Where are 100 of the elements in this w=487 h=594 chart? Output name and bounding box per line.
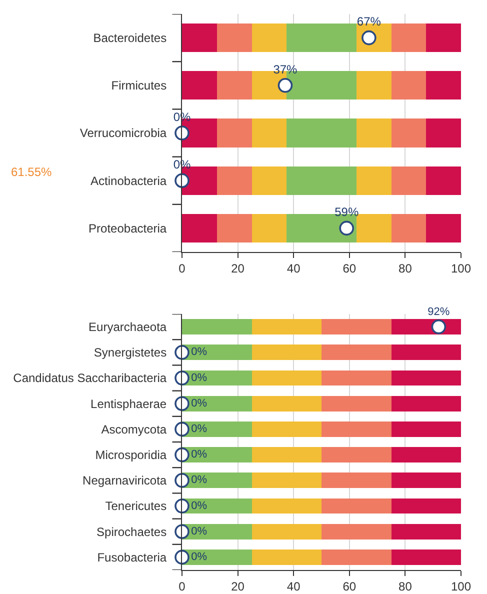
- bar: [322, 550, 392, 565]
- bar: [216, 166, 252, 195]
- bar: [252, 550, 322, 565]
- bar: [391, 447, 461, 462]
- bar: [252, 447, 322, 462]
- x-tick-label: 100: [450, 261, 472, 276]
- bar: [252, 370, 322, 386]
- bar: [252, 24, 287, 52]
- bar: [182, 319, 252, 334]
- bar: [252, 319, 322, 334]
- bar: [252, 396, 322, 412]
- bar: [391, 71, 426, 100]
- y-tick-label: Proteobacteria: [88, 221, 167, 236]
- point: [278, 78, 293, 93]
- bar: [391, 422, 461, 437]
- bar: [356, 118, 392, 148]
- x-tick-label: 60: [342, 261, 356, 276]
- bar: [426, 214, 461, 242]
- data-label: 0%: [191, 397, 208, 410]
- bar: [391, 370, 461, 386]
- data-label: 0%: [191, 525, 208, 538]
- y-tick-label: Actinobacteria: [90, 174, 167, 188]
- bar: [426, 24, 461, 52]
- y-tick-label: Firmicutes: [111, 78, 167, 93]
- x-tick-label: 60: [342, 579, 356, 594]
- bar: [322, 472, 392, 488]
- data-label: 0%: [191, 500, 208, 512]
- bar: [391, 24, 426, 52]
- bar: [426, 118, 461, 148]
- x-tick-label: 20: [231, 579, 245, 594]
- bar: [252, 166, 287, 195]
- y-tick-label: Negarnaviricota: [82, 474, 167, 488]
- bar: [322, 498, 392, 514]
- data-label: 0%: [191, 550, 208, 563]
- y-tick-label: Fusobacteria: [97, 550, 167, 564]
- bar: [286, 24, 356, 52]
- bar: [356, 71, 392, 100]
- x-tick-label: 80: [398, 579, 412, 594]
- bar: [252, 344, 322, 360]
- point: [174, 173, 190, 188]
- bar: [391, 550, 461, 565]
- bar: [252, 498, 322, 514]
- data-label: 0%: [191, 372, 208, 384]
- y-tick-label: Tenericutes: [105, 499, 167, 514]
- bar: [216, 24, 252, 52]
- bar: [322, 422, 392, 437]
- bar: [286, 166, 356, 195]
- bar: [391, 524, 461, 540]
- bar: [216, 118, 252, 148]
- y-tick-label: Verrucomicrobia: [80, 126, 167, 140]
- data-label: 0%: [191, 474, 208, 486]
- y-tick-label: Lentisphaerae: [90, 396, 167, 411]
- x-tick-label: 40: [286, 261, 301, 276]
- x-tick-label: 0: [178, 579, 186, 594]
- bar: [322, 319, 392, 334]
- bar: [252, 472, 322, 488]
- data-label: 0%: [191, 346, 208, 358]
- y-tick-label: Spirochaetes: [96, 524, 167, 539]
- x-tick-label: 100: [450, 579, 472, 594]
- y-tick-label: Microsporidia: [95, 448, 167, 462]
- bar: [322, 370, 392, 386]
- bar: [391, 472, 461, 488]
- bar: [356, 166, 392, 195]
- bar: [216, 214, 252, 242]
- y-tick-label: Ascomycota: [101, 422, 167, 436]
- bar: [182, 71, 217, 100]
- bar: [322, 447, 392, 462]
- bar: [216, 71, 252, 100]
- y-tick-label: Euryarchaeota: [88, 320, 167, 334]
- bar: [322, 524, 392, 540]
- bar: [391, 344, 461, 360]
- bar: [182, 24, 217, 52]
- x-tick-label: 20: [231, 261, 245, 276]
- bar: [252, 214, 287, 242]
- y-tick-label: Bacteroidetes: [93, 31, 167, 45]
- data-label: 0%: [191, 448, 208, 461]
- bar: [391, 396, 461, 412]
- bar: [391, 214, 426, 242]
- bar: [252, 422, 322, 437]
- bar: [252, 118, 287, 148]
- data-label: 92%: [428, 306, 450, 318]
- bar: [252, 524, 322, 540]
- bar: [322, 344, 392, 360]
- bar: [426, 71, 461, 100]
- y-tick-label: Synergistetes: [94, 346, 167, 360]
- x-tick-label: 0: [178, 261, 186, 276]
- bar: [391, 118, 426, 148]
- bar: [391, 166, 426, 195]
- text: 61.55%: [11, 165, 52, 179]
- x-tick-label: 80: [398, 261, 412, 276]
- bar: [182, 214, 217, 242]
- bar: [426, 166, 461, 195]
- y-tick-label: Candidatus Saccharibacteria: [13, 371, 167, 386]
- bar: [286, 118, 356, 148]
- data-label: 0%: [191, 422, 208, 435]
- point: [339, 220, 354, 236]
- point: [174, 126, 190, 140]
- bar: [391, 498, 461, 514]
- x-tick-label: 40: [286, 579, 301, 594]
- bar: [322, 396, 392, 412]
